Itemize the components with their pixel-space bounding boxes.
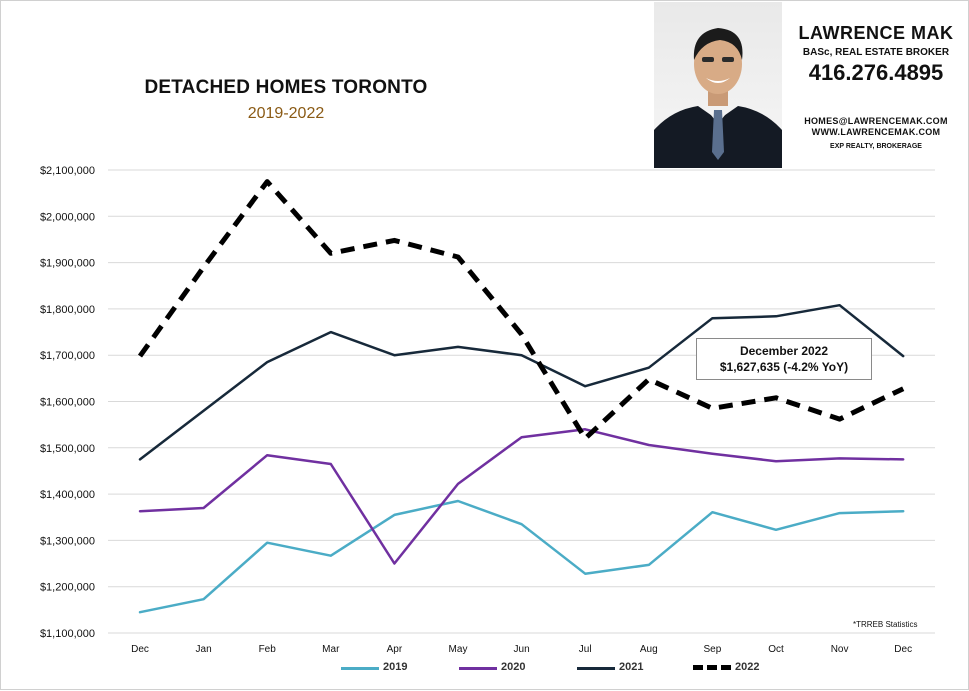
agent-name: LAWRENCE MAK xyxy=(798,23,954,43)
x-tick-label: Dec xyxy=(894,644,912,655)
x-tick-label: Apr xyxy=(387,644,403,655)
callout-title: December 2022 xyxy=(739,344,829,358)
chart-subtitle: 2019-2022 xyxy=(247,105,325,122)
legend-swatch xyxy=(459,667,497,670)
series-line-2021 xyxy=(138,303,905,461)
x-tick-label: Dec xyxy=(131,644,149,655)
x-tick-label: Nov xyxy=(831,644,849,655)
december-2022-callout: December 2022 $1,627,635 (-4.2% YoY) xyxy=(696,338,872,380)
series-line-2019 xyxy=(138,499,905,614)
y-tick-label: $1,200,000 xyxy=(40,582,95,594)
gridlines xyxy=(108,169,935,634)
source-note: *TRREB Statistics xyxy=(853,620,918,629)
agent-phone: 416.276.4895 xyxy=(808,60,944,85)
x-tick-label: Oct xyxy=(768,644,784,655)
y-tick-label: $1,800,000 xyxy=(40,304,95,316)
y-tick-label: $1,900,000 xyxy=(40,258,95,270)
y-tick-label: $1,600,000 xyxy=(40,397,95,409)
series-line-2020 xyxy=(138,428,905,565)
legend-label: 2019 xyxy=(383,661,408,673)
callout-value: $1,627,635 (-4.2% YoY) xyxy=(719,360,849,374)
x-tick-label: Jan xyxy=(196,644,212,655)
series-line-2022 xyxy=(137,179,905,441)
series-lines xyxy=(137,179,905,614)
y-tick-label: $1,100,000 xyxy=(40,628,95,640)
legend-label: 2020 xyxy=(501,661,526,673)
x-tick-label: Jul xyxy=(579,644,592,655)
agent-credentials: BASc, REAL ESTATE BROKER xyxy=(802,47,950,58)
x-tick-label: May xyxy=(449,644,468,655)
agent-contact-block: LAWRENCE MAK BASc, REAL ESTATE BROKER 41… xyxy=(791,23,961,150)
legend-label: 2021 xyxy=(619,661,644,673)
y-tick-label: $1,300,000 xyxy=(40,535,95,547)
x-tick-label: Mar xyxy=(322,644,340,655)
agent-photo xyxy=(654,2,782,168)
x-tick-label: Sep xyxy=(704,644,722,655)
y-tick-label: $1,400,000 xyxy=(40,489,95,501)
x-axis-ticks: Dec Jan Feb Mar Apr May Jun Jul Aug Sep Oct Nov Dec xyxy=(131,644,912,655)
legend-swatch xyxy=(577,667,615,670)
x-tick-label: Feb xyxy=(259,644,277,655)
agent-website: WWW.LAWRENCEMAK.COM xyxy=(811,127,941,137)
x-tick-label: Aug xyxy=(640,644,658,655)
y-tick-label: $1,500,000 xyxy=(40,443,95,455)
legend-swatch xyxy=(693,665,731,670)
agent-portrait-image xyxy=(654,28,782,168)
x-tick-label: Jun xyxy=(514,644,530,655)
agent-email: HOMES@LAWRENCEMAK.COM xyxy=(804,116,948,126)
agent-brokerage: EXP REALTY, BROKERAGE xyxy=(830,143,922,150)
chart-title: DETACHED HOMES TORONTO xyxy=(144,77,428,98)
y-tick-label: $1,700,000 xyxy=(40,350,95,362)
legend-label: 2022 xyxy=(735,661,760,673)
y-tick-label: $2,100,000 xyxy=(40,165,95,177)
legend-swatch xyxy=(341,667,379,670)
y-axis-ticks: $1,100,000 $1,200,000 $1,300,000 $1,400,000… xyxy=(40,165,95,640)
y-tick-label: $2,000,000 xyxy=(40,211,95,223)
